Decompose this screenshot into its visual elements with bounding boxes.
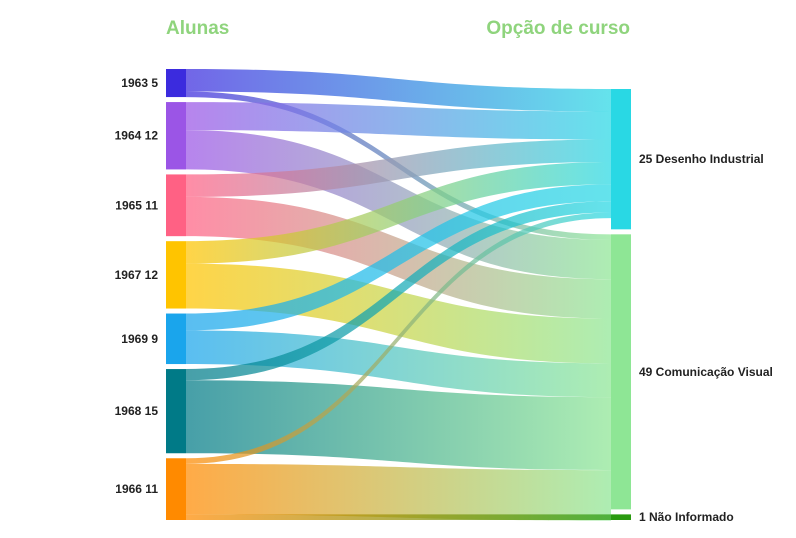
label-desenho-industrial: 25 Desenho Industrial [639,152,764,166]
link-1968-comunicacao-visual [186,380,611,471]
link-1967-desenho-industrial [186,161,611,264]
node-nao-informado [611,514,631,520]
label-1965: 1965 11 [115,198,158,212]
link-1966-nao-informado [186,514,611,520]
link-1968-desenho-industrial [186,201,611,381]
link-1969-comunicacao-visual [186,330,611,398]
label-1964: 1964 12 [115,129,159,143]
header-alunas: Alunas [166,18,230,39]
link-1967-comunicacao-visual [186,263,611,364]
label-1963: 1963 5 [121,76,158,90]
label-1966: 1966 11 [115,482,158,496]
node-1968 [166,369,186,454]
link-1969-desenho-industrial [186,184,611,331]
label-1967: 1967 12 [115,268,159,282]
node-1969 [166,313,186,365]
link-1966-desenho-industrial [186,212,611,464]
link-1963-desenho-industrial [186,69,611,112]
node-desenho-industrial [611,89,631,230]
node-1967 [166,241,186,309]
label-1969: 1969 9 [121,332,158,346]
sankey-nodes [166,69,631,520]
label-nao-informado: 1 Não Informado [639,510,734,524]
node-1963 [166,69,186,98]
link-1964-desenho-industrial [186,102,611,140]
sankey-links [186,69,611,521]
label-1968: 1968 15 [115,404,159,418]
label-comunicacao-visual: 49 Comunicação Visual [639,365,773,379]
link-1966-comunicacao-visual [186,463,611,521]
header-opcao-de-curso: Opção de curso [486,18,630,39]
node-1964 [166,102,186,170]
node-1965 [166,174,186,237]
node-1966 [166,458,186,520]
link-1965-desenho-industrial [186,139,611,197]
node-comunicacao-visual [611,234,631,510]
sankey-labels: 1963 5 1964 12 1965 11 1967 12 1969 9 1968 15… [115,76,773,524]
